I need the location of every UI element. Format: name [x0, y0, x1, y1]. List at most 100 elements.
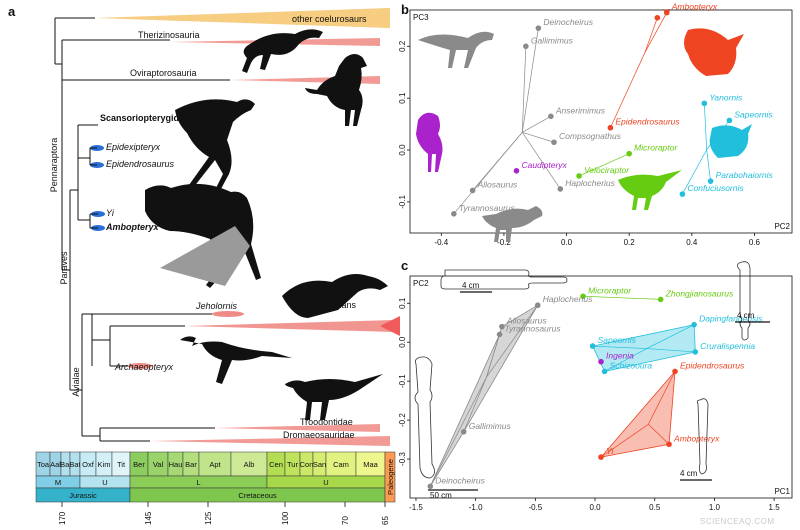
ytick-label-0-3: -0.3 [398, 452, 407, 466]
point-label-deinocheirus: Deinocheirus [435, 475, 485, 485]
age-label-100: 100 [281, 511, 290, 525]
scale-bar-label-top: 4 cm [462, 281, 480, 290]
period-label-paleogene: Paleogene [386, 459, 395, 495]
branch-epidendrosaurus [648, 371, 676, 425]
node-label-avialae: Avialae [71, 367, 81, 396]
point-tyrannosaurus [496, 331, 503, 338]
stage-label-bat: Bat [69, 460, 81, 469]
ornithomimid-silhouette [418, 31, 494, 68]
stage-label-aal: Aal [50, 460, 61, 469]
hull-red [599, 370, 676, 458]
panel-a: a other coelurosaurs Therizinosauria Ovi… [8, 4, 400, 525]
bone-outline-left [414, 356, 435, 479]
point-label-haplocherius: Haplocherius [565, 178, 615, 188]
branch-tyrannosaurus [486, 334, 500, 377]
clade-label-therizinosauria: Therizinosauria [138, 30, 200, 40]
age-label-170: 170 [58, 511, 67, 525]
branch-deinocheirus [429, 376, 487, 487]
bone-outline-right [737, 261, 751, 341]
stage-label-con: Con [300, 460, 314, 469]
stage-label-alb: Alb [244, 460, 255, 469]
branch-gallimimus [463, 376, 487, 432]
plot-c-ylabel: PC2 [413, 279, 429, 288]
point-deinocheirus [535, 25, 542, 31]
ytick-label-0-1: -0.1 [398, 194, 407, 208]
scale-bar-label-left: 50 cm [430, 491, 452, 500]
point-label-microraptor: Microraptor [588, 285, 632, 295]
point-label-tyrannosaurus: Tyrannosaurus [505, 323, 562, 333]
point-label-gallimimus: Gallimimus [469, 421, 512, 431]
branch-compsognathus [522, 131, 555, 143]
branch-confuciusornis [682, 149, 707, 195]
xtick-label-1-0: 1.0 [709, 503, 721, 512]
stage-label-oxf: Oxf [82, 460, 95, 469]
epidexipteryx-silhouette [175, 99, 255, 200]
range-bar-coelurosaurs [95, 8, 390, 28]
branch-tyrannosaurus [453, 132, 523, 215]
point-velociraptor [576, 173, 582, 179]
point-label-ambopteryx: Ambopteryx [671, 2, 718, 12]
taxon-label-ambopteryx: Ambopteryx [105, 222, 160, 232]
point-caudipteryx [513, 167, 520, 174]
pca-plot-b: -0.4 -0.2 0.0 0.2 0.4 0.6 -0.1 0.0 0.1 0.2 PC2 PC3 D… [398, 2, 793, 247]
point-label-gallimimus: Gallimimus [531, 35, 574, 45]
period-label-jurassic: Jurassic [69, 491, 97, 500]
branch-epidendrosaurus [610, 52, 646, 128]
range-bar-dromaeosauridae [150, 436, 390, 446]
taxon-label-epidendrosaurus: Epidendrosaurus [106, 159, 175, 169]
panel-c-label: c [401, 258, 408, 273]
point-sapeornis [726, 117, 733, 124]
stage-label-cen: Cen [269, 460, 283, 469]
point-label-epidendrosaurus: Epidendrosaurus [680, 360, 745, 370]
range-bar-other-avialans-tip [380, 316, 400, 336]
stage-label-baj: Baj [60, 460, 71, 469]
taxon-label-yi: Yi [106, 208, 115, 218]
point-ingenia [598, 358, 604, 365]
point-label-haplocherius: Haplocherius [543, 294, 593, 304]
branch-sapeornis [592, 345, 647, 349]
ytick-label-0-1: 0.1 [398, 297, 407, 309]
taxon-label-jeholornis: Jeholornis [195, 301, 238, 311]
therizinosaur-silhouette [242, 29, 323, 73]
yi-red-silhouette [684, 28, 744, 76]
stage-label-tur: Tur [287, 460, 298, 469]
point-label-sapeornis: Sapeornis [734, 109, 773, 119]
panel-b-label: b [401, 2, 409, 17]
point-dapingfangensis [691, 321, 697, 328]
branch-gallimimus [521, 46, 527, 133]
branch-ambopteryx [648, 424, 670, 445]
branch-deinocheirus [521, 28, 539, 133]
point-label-confuciusornis: Confuciusornis [687, 183, 744, 193]
period-paleogene [384, 451, 396, 503]
point-label-caudipteryx: Caudipteryx [521, 160, 567, 170]
range-bar-troodontidae [215, 424, 380, 432]
point-label-yi: Yi [606, 446, 615, 456]
point-label-zhongjianosaurus: Zhongjianosaurus [665, 288, 734, 298]
point-cruralispennia [692, 349, 699, 355]
point-confuciusornis [679, 191, 686, 197]
xtick-label-0-2: -0.2 [497, 238, 511, 247]
xtick-label-0-5: 0.5 [649, 503, 661, 512]
point-label-allosaurus: Allosaurus [477, 179, 518, 189]
point-yi [654, 14, 661, 21]
point-label-ingenia: Ingenia [606, 351, 634, 361]
xtick-label-1-5: 1.5 [769, 503, 781, 512]
point-deinocheirus [427, 483, 434, 490]
microraptor-avialan-silhouette [282, 274, 388, 318]
plot-b-ylabel: PC3 [413, 13, 429, 22]
branch-yanornis [703, 103, 708, 150]
xtick-label-1-5: -1.5 [409, 503, 423, 512]
point-label-allosaurus: Allosaurus [506, 316, 547, 326]
point-label-velociraptor: Velociraptor [584, 165, 630, 175]
range-bar-archaeopteryx [128, 363, 152, 369]
xtick-label-0-0: 0.0 [589, 503, 601, 512]
point-microraptor [626, 150, 632, 157]
point-zhongjianosaurus [657, 296, 664, 303]
bone-outline-bottom [696, 398, 709, 475]
point-label-schizooura: Schizooura [610, 360, 653, 370]
taxon-label-epidexipteryx: Epidexipteryx [106, 142, 161, 152]
branch-microraptor [583, 295, 622, 299]
watermark: SCIENCEAQ.COM [700, 517, 775, 526]
point-label-compsognathus: Compsognathus [559, 131, 622, 141]
point-label-deinocheirus: Deinocheirus [543, 17, 593, 27]
